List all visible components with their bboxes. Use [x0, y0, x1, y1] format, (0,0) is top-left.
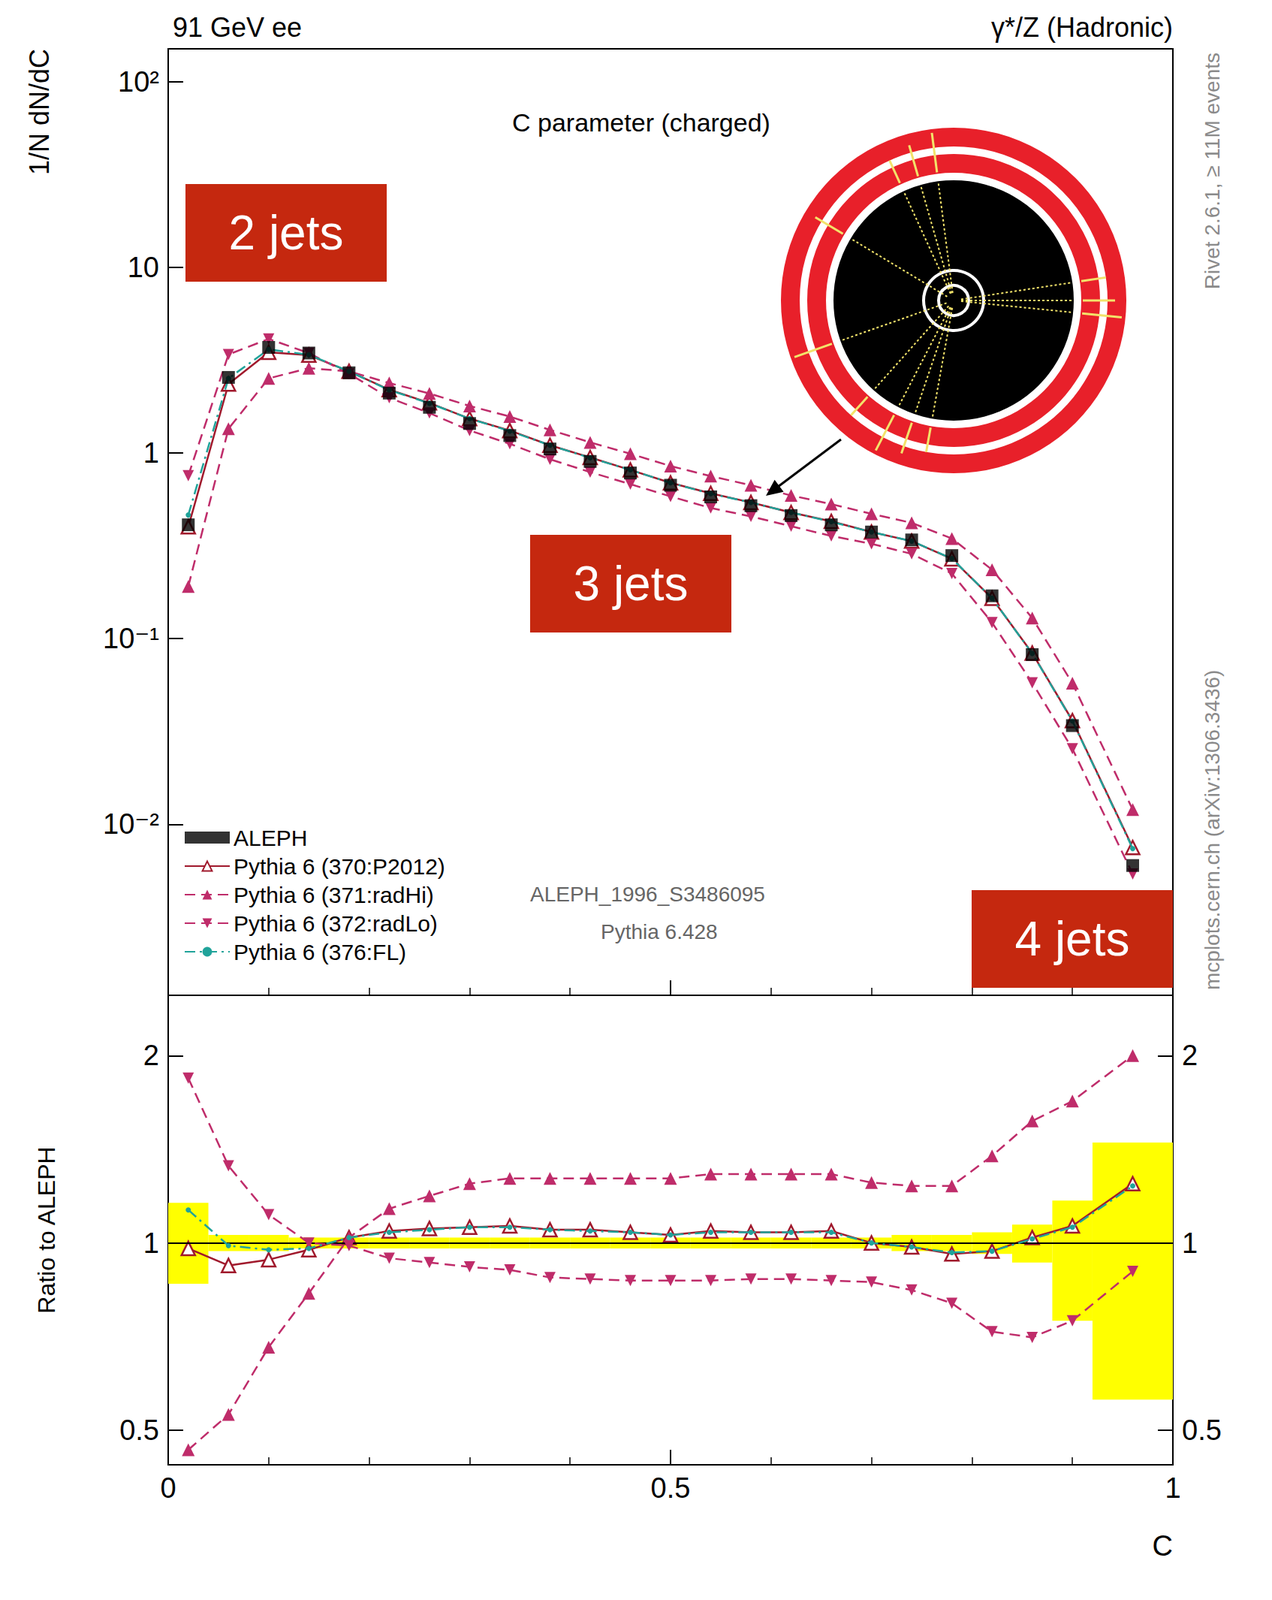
- svg-text:0.5: 0.5: [1181, 1413, 1222, 1446]
- svg-text:1/N dN/dC: 1/N dN/dC: [24, 48, 55, 175]
- svg-text:1: 1: [1164, 1471, 1181, 1504]
- svg-text:Pythia 6.428: Pythia 6.428: [600, 919, 718, 944]
- svg-text:ALEPH: ALEPH: [233, 825, 308, 851]
- svg-text:1: 1: [143, 437, 160, 469]
- svg-text:ALEPH_1996_S3486095: ALEPH_1996_S3486095: [530, 882, 766, 906]
- svg-text:10⁻¹: 10⁻¹: [102, 622, 160, 655]
- svg-text:0.5: 0.5: [651, 1471, 691, 1504]
- svg-text:2 jets: 2 jets: [229, 205, 344, 260]
- svg-text:91 GeV ee: 91 GeV ee: [172, 12, 302, 43]
- svg-text:10: 10: [127, 251, 160, 284]
- svg-text:Pythia 6 (370:P2012): Pythia 6 (370:P2012): [233, 853, 446, 879]
- svg-text:10²: 10²: [117, 66, 160, 98]
- svg-text:4 jets: 4 jets: [1015, 911, 1131, 966]
- svg-text:0.5: 0.5: [119, 1413, 160, 1446]
- svg-text:Ratio to ALEPH: Ratio to ALEPH: [33, 1145, 61, 1313]
- svg-text:3 jets: 3 jets: [573, 556, 689, 611]
- svg-text:γ*/Z (Hadronic): γ*/Z (Hadronic): [991, 12, 1173, 43]
- svg-text:2: 2: [1181, 1039, 1198, 1071]
- svg-text:0: 0: [159, 1471, 176, 1504]
- svg-text:mcplots.cern.ch (arXiv:1306.34: mcplots.cern.ch (arXiv:1306.3436): [1200, 669, 1224, 990]
- svg-text:1: 1: [1181, 1226, 1198, 1259]
- svg-text:C parameter (charged): C parameter (charged): [512, 108, 771, 137]
- svg-text:1: 1: [143, 1226, 160, 1259]
- svg-text:C: C: [1152, 1529, 1173, 1562]
- svg-text:Pythia 6 (376:FL): Pythia 6 (376:FL): [233, 939, 407, 965]
- svg-text:10⁻²: 10⁻²: [102, 807, 160, 840]
- svg-text:Pythia 6 (371:radHi): Pythia 6 (371:radHi): [233, 882, 435, 908]
- svg-text:Pythia 6 (372:radLo): Pythia 6 (372:radLo): [233, 910, 438, 936]
- svg-text:2: 2: [143, 1039, 160, 1071]
- svg-text:Rivet 2.6.1, ≥ 11M events: Rivet 2.6.1, ≥ 11M events: [1200, 52, 1224, 290]
